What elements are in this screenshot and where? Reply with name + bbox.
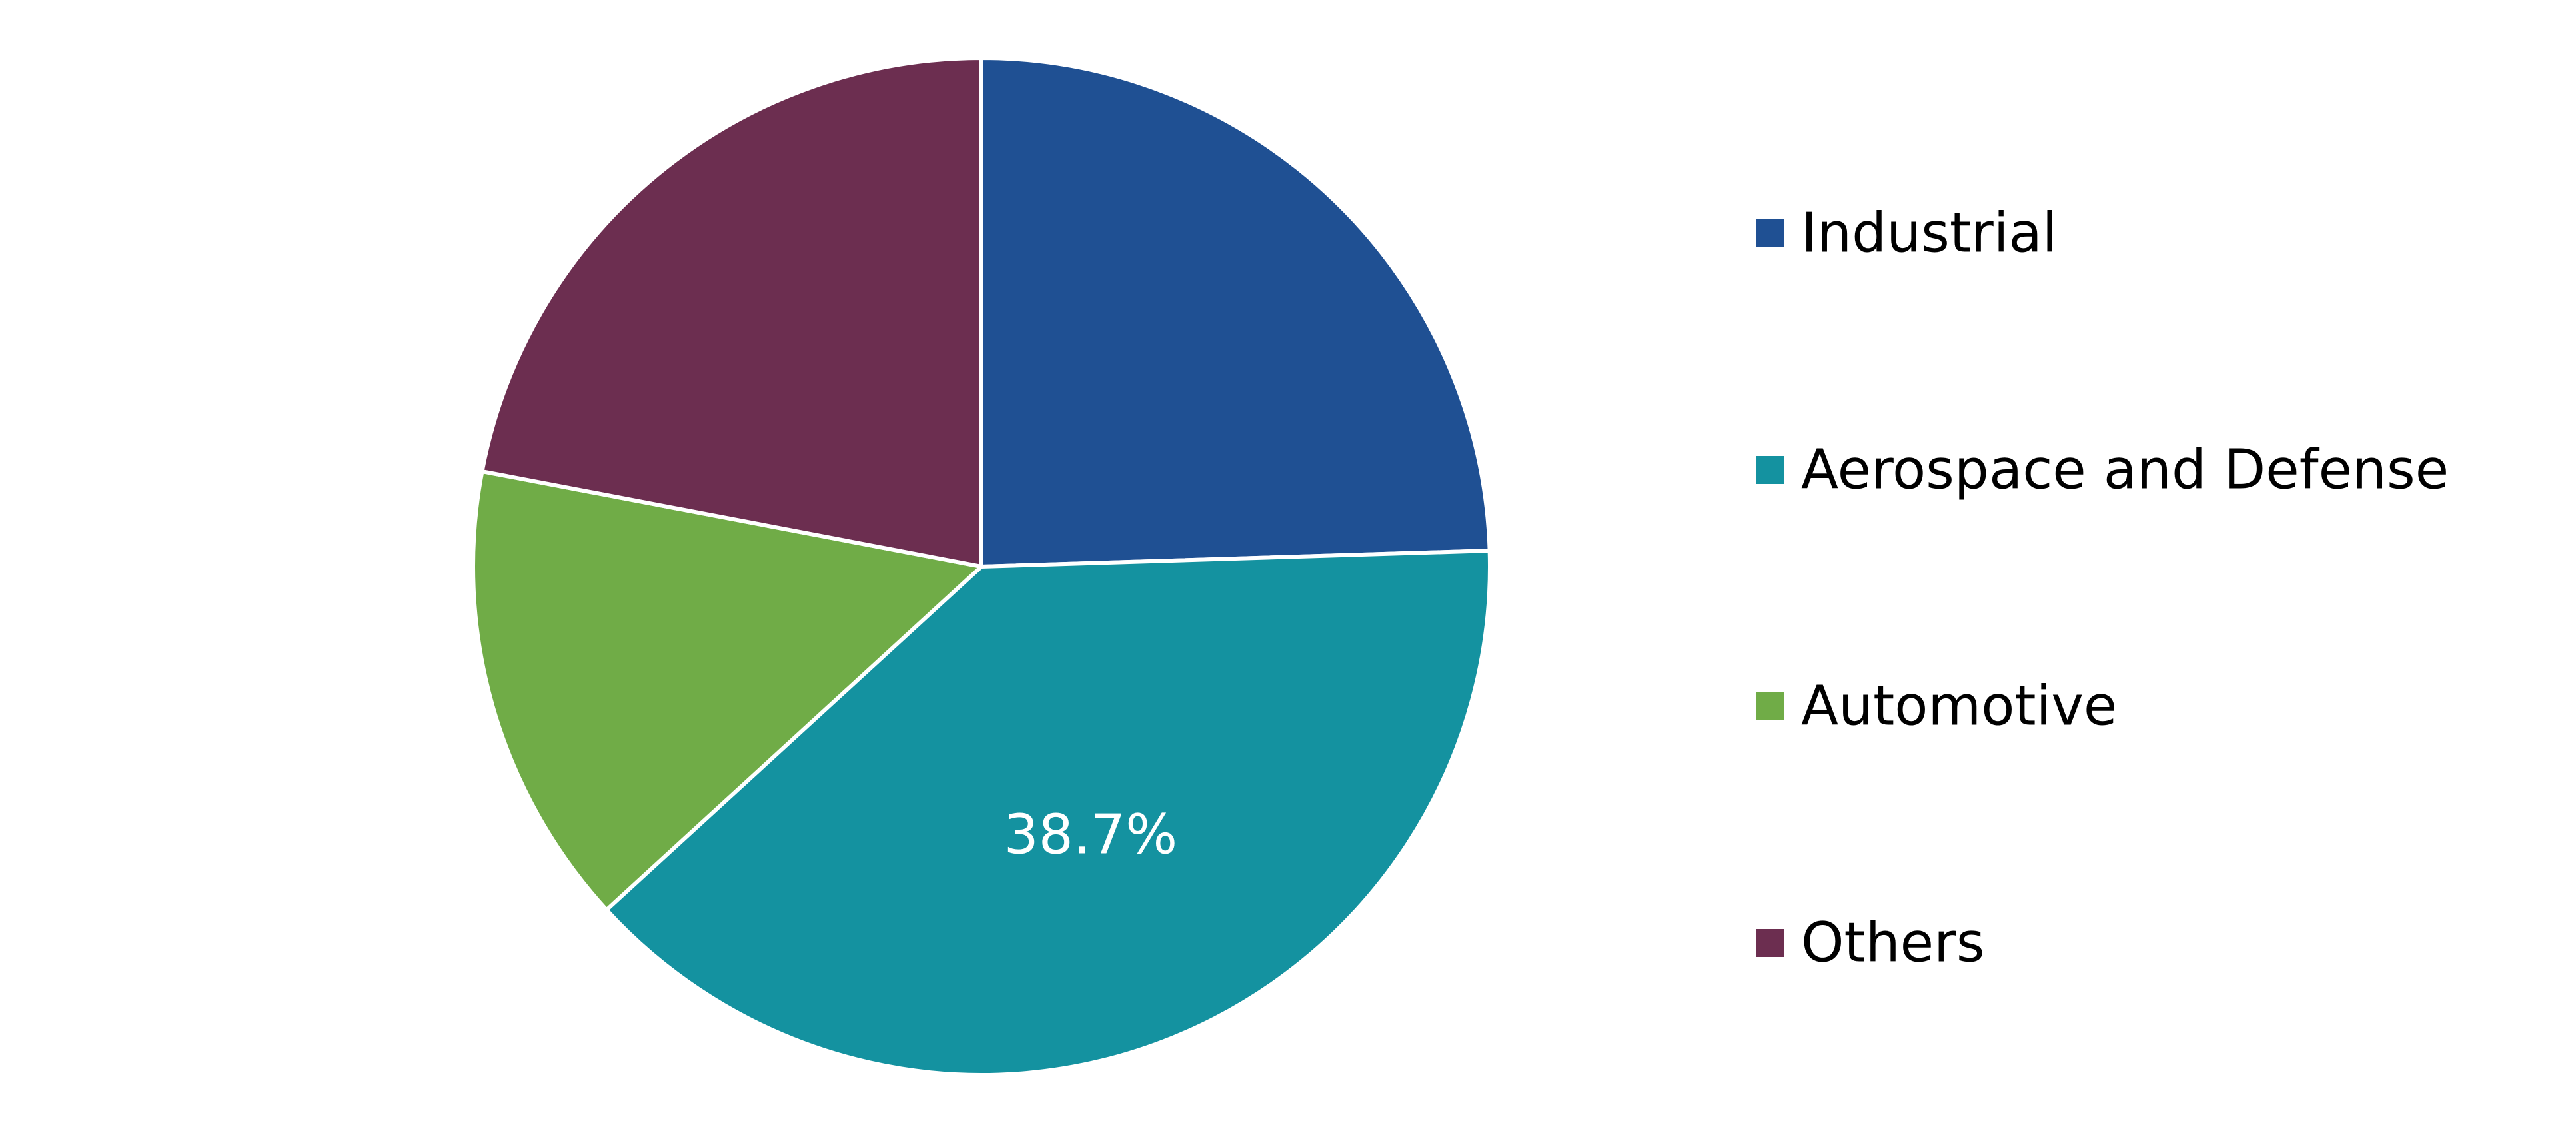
pie-slice-automotive bbox=[471, 469, 983, 912]
legend-label-aerospace-and-defense: Aerospace and Defense bbox=[1801, 439, 2449, 502]
legend-swatch-aerospace-and-defense bbox=[1756, 456, 1784, 484]
legend-item-industrial: Industrial bbox=[1756, 202, 2058, 265]
legend-swatch-automotive bbox=[1756, 692, 1784, 720]
legend-label-industrial: Industrial bbox=[1801, 202, 2058, 265]
data-label-aerospace-and-defense: 38.7% bbox=[1004, 803, 1178, 866]
pie-slice-aerospace-and-defense bbox=[604, 549, 1492, 1077]
legend-label-automotive: Automotive bbox=[1801, 675, 2117, 738]
legend-label-others: Others bbox=[1801, 912, 1985, 975]
legend: Industrial Aerospace and Defense Automotiv… bbox=[1756, 202, 2449, 975]
legend-swatch-others bbox=[1756, 929, 1784, 957]
legend-item-automotive: Automotive bbox=[1756, 675, 2117, 738]
legend-item-aerospace-and-defense: Aerospace and Defense bbox=[1756, 439, 2449, 502]
legend-item-others: Others bbox=[1756, 912, 1985, 975]
legend-swatch-industrial bbox=[1756, 219, 1784, 247]
pie-slice-others bbox=[480, 56, 983, 569]
pie-slices bbox=[471, 56, 1492, 1077]
pie-data-labels: 38.7% bbox=[1004, 803, 1178, 866]
pie-slice-industrial bbox=[979, 56, 1492, 569]
